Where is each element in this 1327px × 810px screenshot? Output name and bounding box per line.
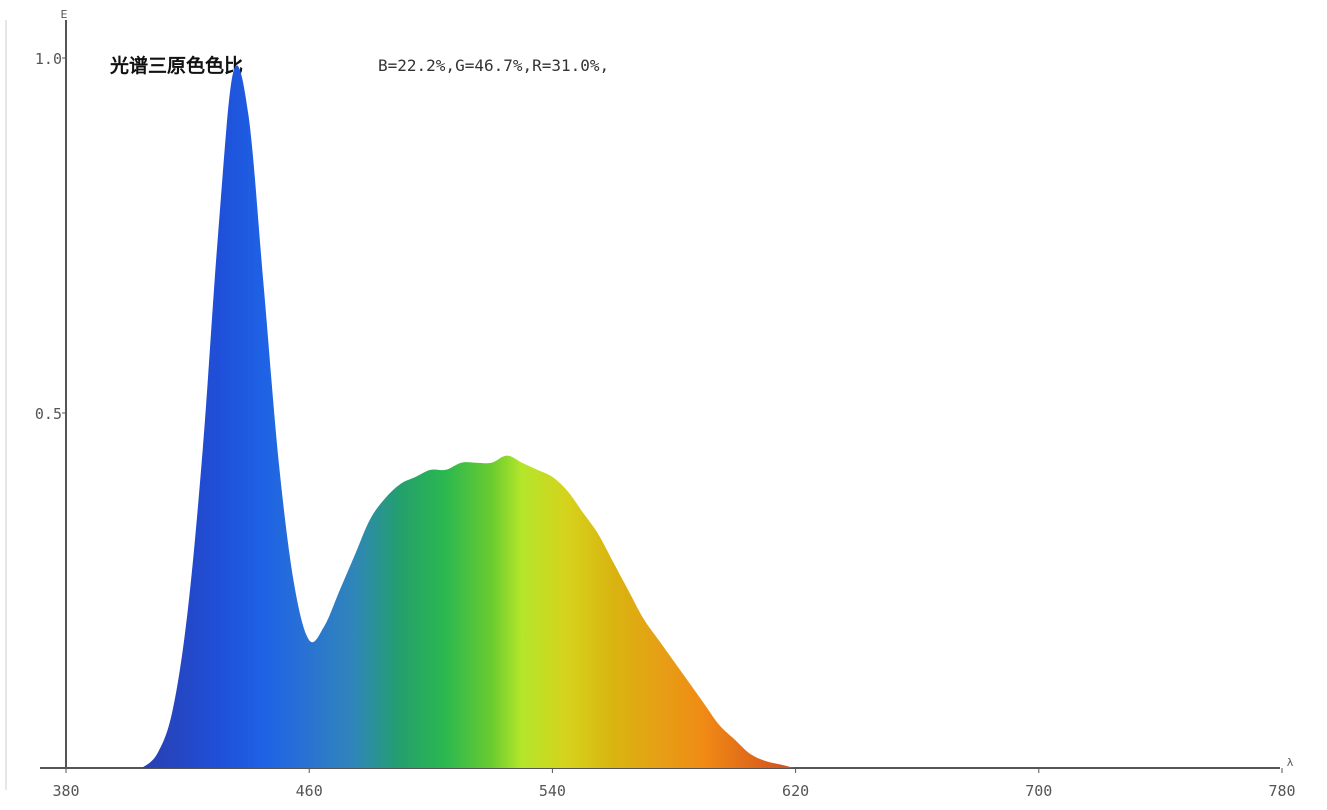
y-tick-label: 0.5	[35, 405, 62, 423]
x-axis-name: λ	[1287, 756, 1294, 769]
x-tick-label: 620	[782, 782, 809, 800]
chart-subtitle: B=22.2%,G=46.7%,R=31.0%,	[378, 56, 609, 75]
chart-title: 光谱三原色色比	[109, 54, 243, 77]
spectrum-area	[142, 65, 1100, 768]
x-tick-label: 460	[296, 782, 323, 800]
x-tick-label: 540	[539, 782, 566, 800]
y-axis-name: E	[61, 8, 68, 21]
x-tick-label: 700	[1025, 782, 1052, 800]
x-tick-label: 780	[1268, 782, 1295, 800]
y-tick-label: 1.0	[35, 50, 62, 68]
x-tick-label: 380	[52, 782, 79, 800]
